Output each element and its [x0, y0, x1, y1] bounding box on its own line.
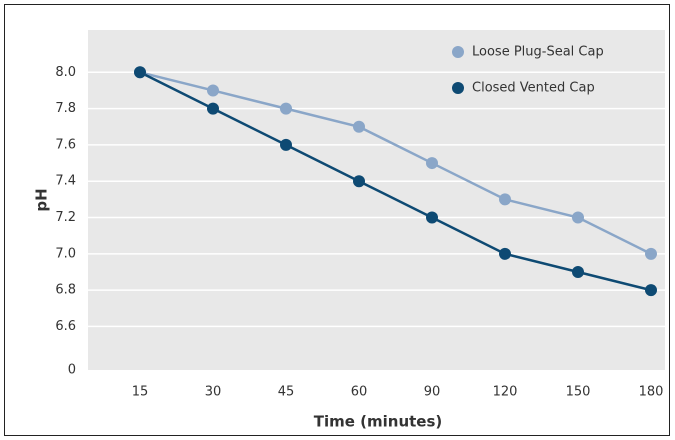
plot: 0 6.6 6.8 7.0 7.2 7.4 7.6 7.8 8.0 15 30 45 60 90 120 15…	[55, 30, 665, 400]
data-point	[280, 138, 292, 151]
x-tick-label: 45	[278, 385, 295, 400]
series-line	[139, 71, 652, 292]
y-tick-label: 7.0	[55, 246, 76, 261]
x-axis-title: Time (minutes)	[314, 413, 443, 431]
y-origin-label: 0	[68, 363, 76, 378]
y-tick-label: 7.4	[55, 174, 76, 189]
data-point	[645, 247, 657, 260]
data-point	[207, 102, 219, 115]
x-tick-label: 90	[424, 385, 441, 400]
x-tick-label: 30	[205, 385, 222, 400]
y-tick-label: 7.2	[55, 210, 76, 225]
data-point	[426, 157, 438, 170]
legend-label: Loose Plug-Seal Cap	[472, 45, 604, 60]
x-tick-label: 60	[351, 385, 368, 400]
y-tick-label: 7.6	[55, 137, 76, 152]
data-point	[645, 284, 657, 297]
x-tick-label: 15	[132, 385, 149, 400]
data-point	[280, 102, 292, 115]
legend-marker	[452, 46, 464, 58]
data-point	[572, 211, 584, 224]
x-tick-label: 120	[493, 385, 518, 400]
data-point	[353, 175, 365, 188]
plot-background	[88, 30, 665, 370]
y-tick-label: 7.8	[55, 101, 76, 116]
x-tick-label: 180	[639, 385, 664, 400]
legend-label: Closed Vented Cap	[472, 81, 595, 96]
data-point	[426, 211, 438, 224]
y-tick-label: 6.6	[55, 319, 76, 334]
x-tick-label: 150	[566, 385, 591, 400]
data-point	[499, 247, 511, 260]
legend-marker	[452, 82, 464, 94]
y-tick-label: 6.8	[55, 283, 76, 298]
data-point	[353, 120, 365, 133]
data-point	[134, 66, 146, 79]
series-line	[139, 71, 652, 255]
data-point	[207, 84, 219, 97]
y-tick-label: 8.0	[55, 65, 76, 80]
y-axis-title: pH	[33, 188, 51, 211]
data-point	[499, 193, 511, 206]
data-point	[572, 265, 584, 278]
